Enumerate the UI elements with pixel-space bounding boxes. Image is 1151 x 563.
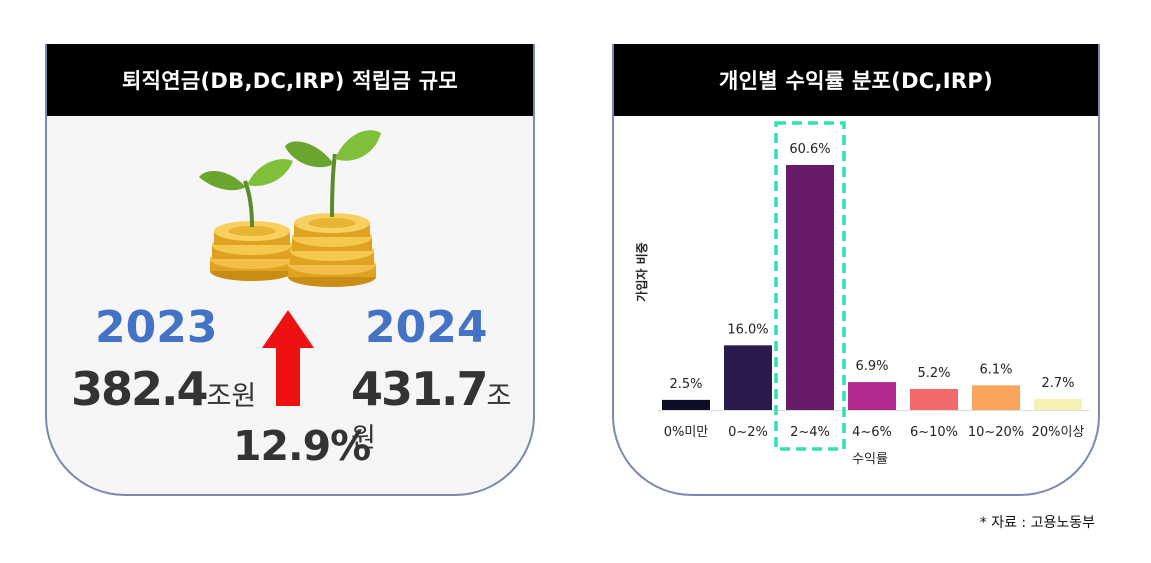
bar-6 (1034, 399, 1082, 410)
return-distribution-title: 개인별 수익률 분포(DC,IRP) (614, 44, 1098, 116)
category-label-2: 2~4% (790, 425, 830, 440)
value-label-0: 2.5% (669, 377, 702, 392)
year-2023-label: 2023 (95, 302, 218, 353)
year-2024-label: 2024 (365, 302, 488, 353)
amount-2023-value: 382.4 (71, 362, 209, 416)
value-label-3: 6.9% (855, 359, 888, 374)
amount-2023: 382.4조원 (71, 362, 256, 416)
bar-3 (848, 382, 896, 410)
up-arrow-icon (262, 310, 314, 406)
highlight-box (774, 121, 846, 451)
category-label-3: 4~6% (852, 425, 892, 440)
category-label-0: 0%미만 (664, 425, 709, 440)
return-distribution-card: 개인별 수익률 분포(DC,IRP) 2.5% 0%미만 16.0% 0~2% 60.6… (612, 44, 1100, 496)
category-label-4: 6~10% (910, 425, 958, 440)
amount-2024-unit: 조원 (351, 381, 512, 454)
growth-rate: 12.9% (233, 422, 371, 470)
amount-2024-value: 431.7 (351, 362, 489, 416)
category-label-1: 0~2% (728, 425, 768, 440)
value-label-2: 60.6% (789, 142, 830, 157)
amount-2023-unit: 조원 (206, 381, 257, 412)
x-axis-label: 수익률 (852, 452, 888, 467)
return-distribution-chart: 2.5% 0%미만 16.0% 0~2% 60.6% 2~4% 6.9% 4~6% 5.2% 6~… (634, 121, 1090, 467)
y-axis-label: 가입자 비중 (634, 242, 649, 301)
value-label-1: 16.0% (727, 322, 768, 337)
bar-4 (910, 388, 958, 410)
bar-1 (724, 345, 772, 410)
value-label-5: 6.1% (979, 362, 1012, 377)
pension-reserve-title: 퇴직연금(DB,DC,IRP) 적립금 규모 (47, 44, 533, 116)
bar-0 (662, 399, 710, 410)
seedling-coins-icon (199, 130, 381, 287)
bar-5 (972, 385, 1020, 410)
value-label-4: 5.2% (917, 366, 950, 381)
category-label-6: 20%이상 (1032, 425, 1085, 440)
bar-2 (786, 165, 834, 410)
amount-2024: 431.7조원 (351, 362, 533, 455)
category-label-5: 10~20% (968, 425, 1024, 440)
pension-reserve-card: 퇴직연금(DB,DC,IRP) 적립금 규모 (45, 44, 535, 496)
source-note: * 자료 : 고용노동부 (979, 515, 1095, 531)
value-label-6: 2.7% (1041, 376, 1074, 391)
